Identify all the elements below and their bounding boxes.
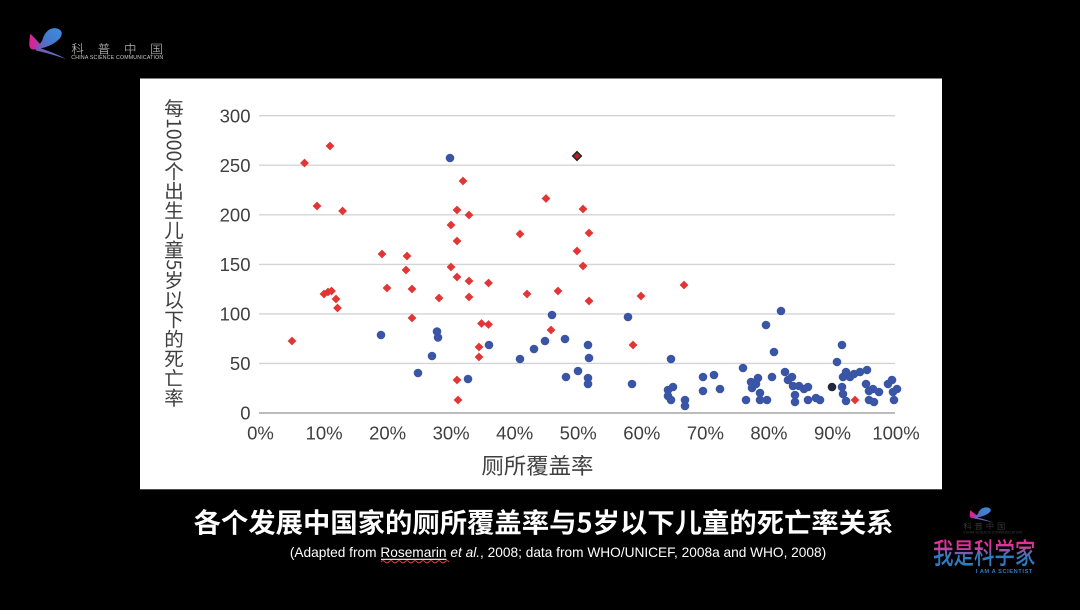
svg-text:250: 250: [220, 155, 251, 176]
svg-text:100%: 100%: [872, 423, 919, 444]
svg-text:50: 50: [230, 353, 251, 374]
svg-text:90%: 90%: [814, 423, 851, 444]
svg-text:60%: 60%: [623, 423, 660, 444]
svg-text:30%: 30%: [433, 423, 470, 444]
svg-text:80%: 80%: [750, 423, 787, 444]
svg-text:CHINA SCIENCE COMMUNICATION: CHINA SCIENCE COMMUNICATION: [71, 55, 163, 61]
svg-text:100: 100: [220, 304, 251, 325]
svg-text:40%: 40%: [496, 423, 533, 444]
svg-text:0: 0: [240, 403, 250, 424]
svg-text:20%: 20%: [369, 423, 406, 444]
svg-text:50%: 50%: [560, 423, 597, 444]
svg-text:(Adapted from Rosemarin et al.: (Adapted from Rosemarin et al., 2008; da…: [290, 545, 826, 560]
svg-text:150: 150: [220, 254, 251, 275]
svg-text:300: 300: [220, 105, 251, 126]
svg-text:10%: 10%: [306, 423, 343, 444]
svg-text:200: 200: [220, 204, 251, 225]
svg-text:I AM A SCIENTIST: I AM A SCIENTIST: [976, 569, 1033, 575]
svg-text:0%: 0%: [247, 423, 274, 444]
svg-text:70%: 70%: [687, 423, 724, 444]
svg-text:CHINA SCIENCE COMMUNICATION: CHINA SCIENCE COMMUNICATION: [964, 530, 1023, 534]
